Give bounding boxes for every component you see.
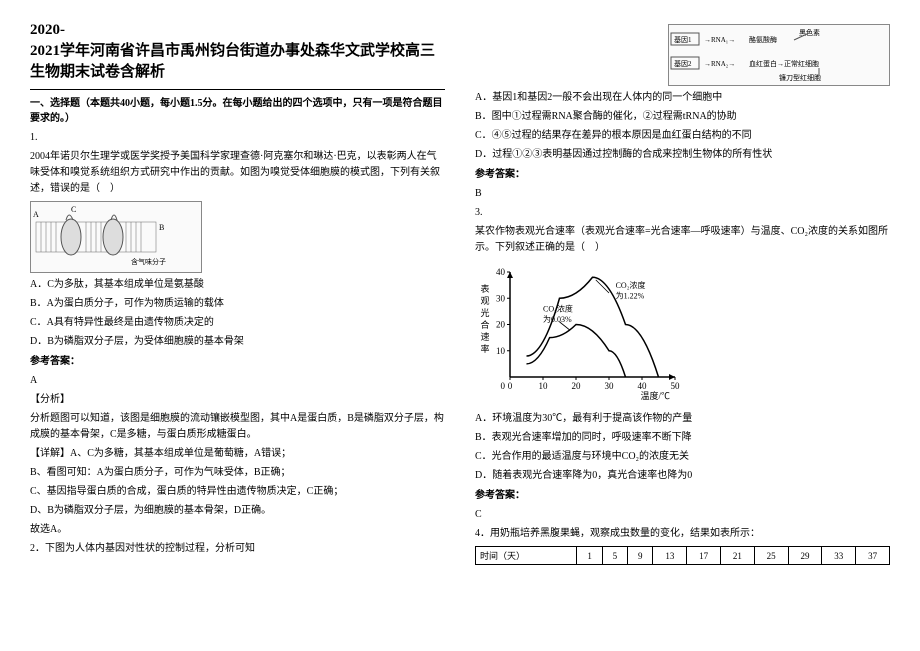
svg-text:血红蛋白→正常红细胞: 血红蛋白→正常红细胞	[749, 59, 819, 68]
q3-chart-svg: 01020304050102030400温度/℃表观光合速率CO₂浓度为1.22…	[475, 262, 685, 402]
table-cell: 5	[602, 547, 627, 565]
q1-num-text: 1.	[30, 132, 38, 143]
analysis-label: 【分析】	[30, 392, 445, 408]
q1-ans-label: 参考答案：	[30, 354, 445, 370]
q2-opt-c: C．④⑤过程的结果存在差异的根本原因是血红蛋白结构的不同	[475, 128, 890, 144]
q1-detail-b: B、看图可知：A为蛋白质分子，可作为气味受体，B正确；	[30, 465, 445, 481]
svg-text:合: 合	[480, 319, 489, 330]
q1-detail-a: A、C为多糖，其基本组成单位是葡萄糖，A错误；	[70, 448, 291, 459]
table-cell: 29	[788, 547, 822, 565]
membrane-svg: A B C 含气味分子	[31, 202, 201, 272]
svg-text:速: 速	[480, 332, 489, 342]
table-cell: 21	[721, 547, 755, 565]
svg-text:10: 10	[539, 381, 549, 391]
q2-answer: B	[475, 186, 890, 202]
svg-text:30: 30	[605, 381, 615, 391]
svg-text:基因1: 基因1	[674, 35, 692, 44]
q3-opt-c: C．光合作用的最适温度与环境中CO₂的浓度无关	[475, 449, 890, 465]
svg-text:CO₂浓度: CO₂浓度	[616, 280, 646, 290]
detail-label-text: 【详解】	[30, 448, 70, 459]
q3-num-text: 3.	[475, 207, 483, 218]
q3-answer: C	[475, 507, 890, 523]
gene-svg: 基因1 →RNA₁→ 酪氨酸酶 黑色素 基因2 →RNA₂→ 血红蛋白→正常红细…	[669, 25, 889, 85]
svg-text:为1.22%: 为1.22%	[616, 290, 645, 300]
q2-opt-b: B．图中①过程需RNA聚合酶的催化，②过程需tRNA的协助	[475, 109, 890, 125]
left-column: 2020- 2021学年河南省许昌市禹州钧台街道办事处森华文武学校高三生物期末试…	[30, 20, 445, 565]
svg-text:A: A	[33, 210, 39, 219]
svg-text:光: 光	[480, 307, 489, 318]
svg-text:20: 20	[496, 320, 506, 330]
q3-chart: 01020304050102030400温度/℃表观光合速率CO₂浓度为1.22…	[475, 262, 890, 405]
svg-text:→RNA₁→: →RNA₁→	[704, 36, 735, 44]
svg-text:40: 40	[496, 267, 506, 277]
svg-text:镰刀型红细胞: 镰刀型红细胞	[779, 73, 821, 82]
q1-opt-c: C．A具有特异性最终是由遗传物质决定的	[30, 315, 445, 331]
q3-opt-d: D．随着表观光合速率降为0，真光合速率也降为0	[475, 468, 890, 484]
svg-text:→RNA₂→: →RNA₂→	[704, 60, 735, 68]
table-cell: 13	[653, 547, 687, 565]
q3-ans-label: 参考答案：	[475, 488, 890, 504]
q1-answer: A	[30, 373, 445, 389]
q1-opt-a: A．C为多肽，其基本组成单位是氨基酸	[30, 277, 445, 293]
table-cell: 33	[822, 547, 856, 565]
svg-text:CO₂浓度: CO₂浓度	[543, 303, 573, 313]
svg-text:10: 10	[496, 346, 506, 356]
svg-text:率: 率	[480, 343, 489, 354]
table-header-cell: 时间（天）	[476, 547, 577, 565]
q1-opt-b: B．A为蛋白质分子，可作为物质运输的载体	[30, 296, 445, 312]
q4-intro: 4．用奶瓶培养黑腹果蝇，观察成虫数量的变化，结果如表所示：	[475, 526, 890, 542]
svg-text:为0.03%: 为0.03%	[543, 314, 572, 324]
svg-text:B: B	[159, 223, 164, 232]
q2-opt-a: A．基因1和基因2一般不会出现在人体内的同一个细胞中	[475, 90, 890, 106]
title-main: 2021学年河南省许昌市禹州钧台街道办事处森华文武学校高三生物期末试卷含解析	[30, 43, 435, 80]
q2-intro: 2．下图为人体内基因对性状的控制过程，分析可知	[30, 541, 445, 557]
svg-text:酪氨酸酶: 酪氨酸酶	[749, 35, 777, 44]
q2-ans-label: 参考答案：	[475, 167, 890, 183]
svg-text:0: 0	[501, 381, 506, 391]
q3-number: 3.	[475, 205, 890, 221]
svg-text:表: 表	[480, 283, 489, 294]
q1-detail-c: C、基因指导蛋白质的合成，蛋白质的特异性由遗传物质决定，C正确；	[30, 484, 445, 500]
q4-table: 时间（天） 1 5 9 13 17 21 25 29 33 37	[475, 546, 890, 565]
right-column: 基因1 →RNA₁→ 酪氨酸酶 黑色素 基因2 →RNA₂→ 血红蛋白→正常红细…	[475, 20, 890, 565]
section-1-head: 一、选择题（本题共40小题，每小题1.5分。在每小题给出的四个选项中，只有一项是…	[30, 96, 445, 126]
q1-membrane-diagram: A B C 含气味分子	[30, 201, 202, 273]
q3-text: 某农作物表观光合速率（表观光合速率=光合速率—呼吸速率）与温度、CO₂浓度的关系…	[475, 224, 890, 256]
svg-text:观: 观	[480, 296, 489, 306]
q1-text: 2004年诺贝尔生理学或医学奖授予美国科学家理查德·阿克塞尔和琳达·巴克，以表彰…	[30, 149, 445, 197]
svg-text:0: 0	[508, 381, 513, 391]
svg-text:50: 50	[671, 381, 681, 391]
title-divider	[30, 89, 445, 90]
q1-analysis: 分析题图可以知道，该图是细胞膜的流动镶嵌模型图，其中A是蛋白质，B是磷脂双分子层…	[30, 411, 445, 443]
svg-text:含气味分子: 含气味分子	[131, 257, 166, 266]
q3-opt-a: A．环境温度为30℃，最有利于提高该作物的产量	[475, 411, 890, 427]
table-cell: 1	[577, 547, 602, 565]
table-row: 时间（天） 1 5 9 13 17 21 25 29 33 37	[476, 547, 890, 565]
svg-text:40: 40	[638, 381, 648, 391]
q1-opt-d: D．B为磷脂双分子层，为受体细胞膜的基本骨架	[30, 334, 445, 350]
q1-detail-d: D、B为磷脂双分子层，为细胞膜的基本骨架，D正确。	[30, 503, 445, 519]
svg-text:温度/℃: 温度/℃	[640, 390, 670, 401]
table-cell: 9	[628, 547, 653, 565]
table-cell: 17	[687, 547, 721, 565]
svg-text:基因2: 基因2	[674, 59, 692, 68]
q1-conclusion: 故选A。	[30, 522, 445, 538]
doc-title: 2020- 2021学年河南省许昌市禹州钧台街道办事处森华文武学校高三生物期末试…	[30, 20, 445, 83]
svg-text:20: 20	[572, 381, 582, 391]
title-year: 2020-	[30, 22, 65, 38]
svg-text:30: 30	[496, 293, 506, 303]
q2-gene-diagram: 基因1 →RNA₁→ 酪氨酸酶 黑色素 基因2 →RNA₂→ 血红蛋白→正常红细…	[668, 24, 890, 86]
q2-opt-d: D．过程①②③表明基因通过控制酶的合成来控制生物体的所有性状	[475, 147, 890, 163]
q3-opt-b: B．表观光合速率增加的同时，呼吸速率不断下降	[475, 430, 890, 446]
table-cell: 37	[856, 547, 890, 565]
detail-label: 【详解】A、C为多糖，其基本组成单位是葡萄糖，A错误；	[30, 446, 445, 462]
svg-text:C: C	[71, 205, 76, 214]
table-cell: 25	[754, 547, 788, 565]
q1-number: 1.	[30, 130, 445, 146]
